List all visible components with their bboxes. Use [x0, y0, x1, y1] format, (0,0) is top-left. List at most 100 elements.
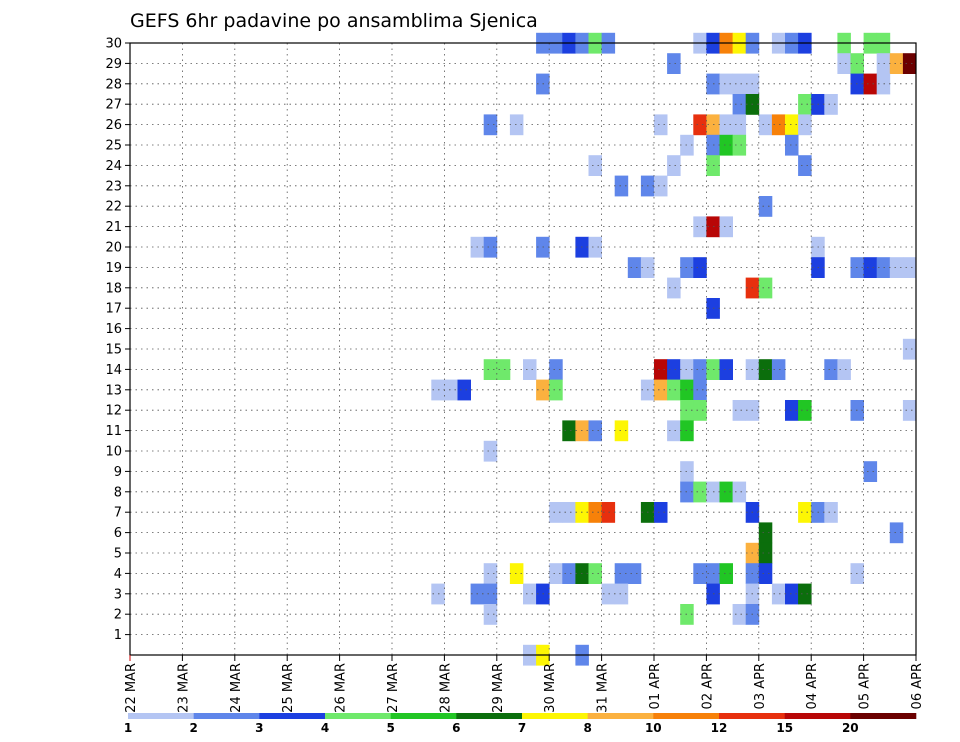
y-tick-label: 11	[105, 424, 122, 439]
heatmap-cell	[588, 420, 602, 442]
heatmap-cell	[483, 359, 498, 380]
heatmap-cell	[667, 379, 681, 401]
heatmap-cell	[654, 502, 668, 523]
colorbar-swatch	[259, 713, 326, 719]
heatmap-cell	[654, 379, 668, 401]
heatmap-cell	[509, 563, 524, 584]
heatmap-cell	[719, 563, 733, 584]
heatmap-cell	[693, 114, 707, 136]
colorbar-swatch	[850, 713, 917, 719]
heatmap-cell	[719, 216, 733, 238]
y-axis: 1234567891011121314151617181920212223242…	[105, 37, 130, 643]
heatmap-cell	[549, 502, 563, 523]
y-tick-label: 17	[105, 302, 122, 317]
x-axis: 22 MAR 23 MAR 24 MAR 25 MAR 26 MAR 27 MAR 28 M…	[124, 655, 925, 713]
colorbar-swatch	[719, 713, 785, 719]
x-tick-label: 25 MAR	[281, 663, 296, 713]
heatmap-cell	[444, 379, 458, 401]
colorbar-label: 20	[842, 721, 859, 735]
heatmap-cell	[771, 114, 786, 136]
y-tick-label: 30	[105, 37, 122, 52]
y-tick-label: 21	[105, 220, 122, 235]
heatmap-cell	[667, 53, 681, 74]
heatmap-cell	[902, 53, 917, 74]
x-tick-label: 02 APR	[700, 663, 715, 709]
x-tick-label: 06 APR	[910, 663, 925, 709]
heatmap-cell	[719, 481, 733, 503]
colorbar-label: 7	[518, 721, 526, 735]
heatmap-cell	[627, 563, 642, 584]
heatmap-cell	[693, 481, 707, 503]
chart-title: GEFS 6hr padavine po ansamblima Sjenica	[130, 10, 538, 32]
heatmap-cell	[549, 379, 563, 401]
heatmap-cell	[588, 502, 602, 523]
y-tick-label: 16	[105, 322, 122, 337]
heatmap-cell	[889, 522, 904, 544]
x-tick-label: 26 MAR	[334, 663, 349, 713]
heatmap-cell	[863, 461, 878, 482]
heatmap-cell	[483, 114, 498, 136]
y-tick-label: 20	[105, 241, 122, 256]
y-tick-label: 9	[114, 465, 122, 480]
heatmap-cell	[758, 114, 773, 136]
colorbar-swatch	[587, 713, 654, 719]
y-tick-label: 8	[114, 485, 122, 500]
heatmap-cell	[837, 359, 851, 380]
colorbar-label: 12	[711, 721, 728, 735]
heatmap-cell	[667, 359, 681, 380]
colorbar-label: 1	[124, 721, 132, 735]
heatmap-cell	[719, 73, 733, 95]
heatmap-cell	[601, 502, 616, 523]
colorbar-label: 8	[584, 721, 592, 735]
heatmap-cell	[785, 134, 799, 156]
heatmap-cell	[824, 359, 838, 380]
heatmap-cell	[483, 236, 498, 258]
x-tick-label: 24 MAR	[229, 663, 244, 713]
heatmap-cell	[719, 114, 733, 136]
colorbar-legend: 1 2 3 4 5 6 7 8 10 12 15 20	[124, 713, 917, 735]
colorbar-label: 10	[645, 721, 662, 735]
heatmap-cell	[758, 542, 773, 564]
x-tick-label: 04 APR	[805, 663, 820, 709]
heatmap-cells	[431, 32, 917, 666]
heatmap-cell	[798, 583, 812, 605]
heatmap-cell	[732, 134, 747, 156]
heatmap-cell	[457, 379, 471, 401]
y-tick-label: 1	[114, 628, 122, 643]
heatmap-cell	[798, 502, 812, 523]
y-tick-label: 14	[105, 363, 122, 378]
heatmap-cell	[549, 359, 563, 380]
heatmap-cell	[562, 502, 576, 523]
heatmap-cell	[785, 114, 799, 136]
y-tick-label: 12	[105, 404, 122, 419]
heatmap-cell	[771, 583, 786, 605]
colorbar-label: 5	[387, 721, 395, 735]
y-tick-label: 19	[105, 261, 122, 276]
heatmap-cell	[863, 257, 878, 278]
heatmap-cell	[758, 522, 773, 544]
heatmap-cell	[562, 563, 576, 584]
x-tick-label: 22 MAR	[124, 663, 139, 713]
x-tick-label: 31 MAR	[596, 663, 611, 713]
heatmap-cell	[654, 175, 668, 197]
grid-lines	[130, 43, 916, 655]
x-tick-label: 23 MAR	[176, 663, 191, 713]
colorbar-swatch	[456, 713, 523, 719]
heatmap-cell	[693, 359, 707, 380]
y-tick-label: 3	[114, 587, 122, 602]
y-tick-label: 23	[105, 179, 122, 194]
heatmap-cell	[798, 114, 812, 136]
heatmap-cell	[902, 257, 917, 278]
heatmap-cell	[824, 94, 838, 115]
heatmap-cell	[785, 583, 799, 605]
heatmap-cell	[876, 257, 891, 278]
x-tick-label: 29 MAR	[491, 663, 506, 713]
heatmap-cell	[758, 359, 773, 380]
heatmap-cell	[523, 359, 537, 380]
colorbar-label: 6	[452, 721, 460, 735]
heatmap-cell	[758, 277, 773, 299]
heatmap-cell	[719, 359, 733, 380]
heatmap-cell	[758, 196, 773, 217]
heatmap-cell	[614, 583, 629, 605]
